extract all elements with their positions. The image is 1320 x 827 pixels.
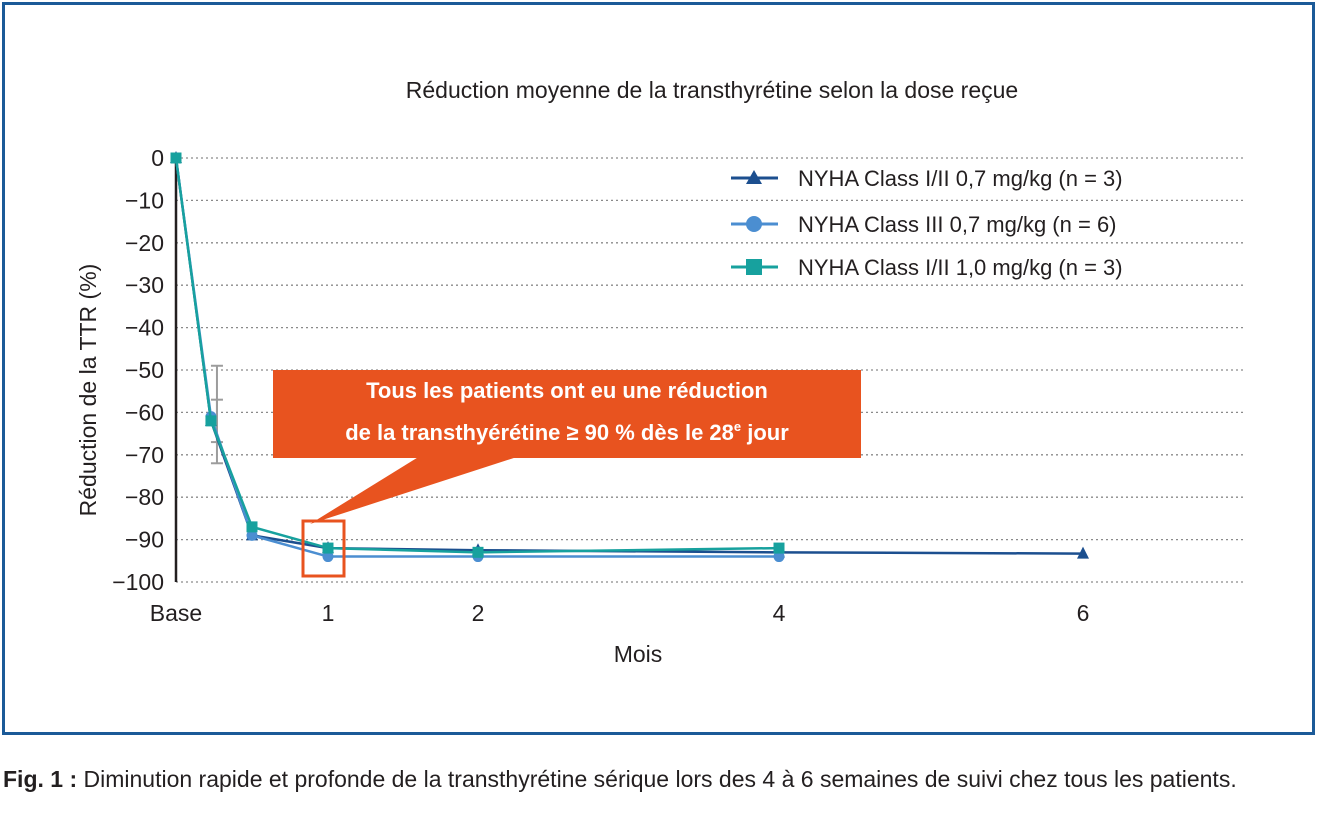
day-28-highlight-box bbox=[301, 519, 346, 578]
figure-frame bbox=[2, 2, 1315, 735]
x-tick-label: 6 bbox=[1077, 600, 1090, 626]
legend-label-series-2: NYHA Class III 0,7 mg/kg (n = 6) bbox=[798, 212, 1117, 237]
series-line-3 bbox=[174, 157, 780, 554]
callout-box bbox=[273, 370, 861, 458]
y-tick-label: −40 bbox=[125, 315, 164, 341]
ttr-reduction-chart: Réduction moyenne de la transthyrétine s… bbox=[75, 77, 1243, 667]
series-lines bbox=[170, 151, 1089, 563]
triangle-marker-icon bbox=[746, 170, 762, 184]
x-tick-label: 2 bbox=[472, 600, 485, 626]
y-tick-label: −100 bbox=[112, 569, 164, 595]
callout-line-2: de la transthyérétine ≥ 90 % dès le 28e … bbox=[345, 419, 789, 445]
y-tick-label: −10 bbox=[125, 187, 164, 213]
circle-marker-icon bbox=[746, 216, 762, 232]
callout-superscript: e bbox=[734, 419, 741, 434]
y-tick-label: −60 bbox=[125, 399, 164, 425]
figure-caption: Fig. 1 : Diminution rapide et profonde d… bbox=[3, 764, 1315, 795]
x-axis-label: Mois bbox=[614, 641, 663, 667]
y-axis-label: Réduction de la TTR (%) bbox=[75, 264, 101, 517]
y-tick-label: −80 bbox=[125, 484, 164, 510]
data-point-circle bbox=[322, 551, 334, 563]
callout-annotation: Tous les patients ont eu une réduction d… bbox=[273, 370, 861, 578]
data-point-square bbox=[170, 152, 182, 164]
chart-title: Réduction moyenne de la transthyrétine s… bbox=[406, 77, 1018, 103]
legend-item-series-3: NYHA Class I/II 1,0 mg/kg (n = 3) bbox=[731, 255, 1123, 280]
data-point-circle bbox=[246, 529, 258, 541]
data-point-square bbox=[205, 415, 217, 427]
callout-line-2-main: de la transthyérétine ≥ 90 % dès le 28 bbox=[345, 420, 734, 445]
callout-pointer bbox=[310, 456, 520, 524]
caption-text: Diminution rapide et profonde de la tran… bbox=[77, 766, 1237, 792]
y-tick-label: −70 bbox=[125, 442, 164, 468]
data-point-triangle bbox=[1077, 546, 1089, 559]
y-axis-ticks: 0 −10 −20 −30 −40 −50 −60 −70 −80 −90 −100 bbox=[112, 145, 164, 595]
square-marker-icon bbox=[746, 259, 762, 275]
legend: NYHA Class I/II 0,7 mg/kg (n = 3) NYHA C… bbox=[731, 166, 1123, 280]
legend-item-series-1: NYHA Class I/II 0,7 mg/kg (n = 3) bbox=[731, 166, 1123, 191]
y-tick-label: −20 bbox=[125, 230, 164, 256]
legend-label-series-1: NYHA Class I/II 0,7 mg/kg (n = 3) bbox=[798, 166, 1123, 191]
data-point-circle bbox=[773, 551, 785, 563]
data-point-square bbox=[322, 542, 334, 554]
x-axis-ticks: Base 1 2 4 6 bbox=[150, 600, 1090, 626]
y-tick-label: 0 bbox=[151, 145, 164, 171]
data-point-square bbox=[246, 521, 258, 533]
x-tick-label: 1 bbox=[322, 600, 335, 626]
x-tick-label: 4 bbox=[773, 600, 786, 626]
y-tick-label: −50 bbox=[125, 357, 164, 383]
data-point-square bbox=[472, 546, 484, 558]
x-tick-label: Base bbox=[150, 600, 202, 626]
legend-item-series-2: NYHA Class III 0,7 mg/kg (n = 6) bbox=[731, 212, 1117, 237]
y-tick-label: −30 bbox=[125, 272, 164, 298]
callout-line-2-end: jour bbox=[741, 420, 789, 445]
callout-line-1: Tous les patients ont eu une réduction bbox=[366, 378, 768, 403]
data-point-square bbox=[773, 542, 785, 554]
legend-label-series-3: NYHA Class I/II 1,0 mg/kg (n = 3) bbox=[798, 255, 1123, 280]
y-tick-label: −90 bbox=[125, 527, 164, 553]
caption-label: Fig. 1 : bbox=[3, 766, 78, 792]
